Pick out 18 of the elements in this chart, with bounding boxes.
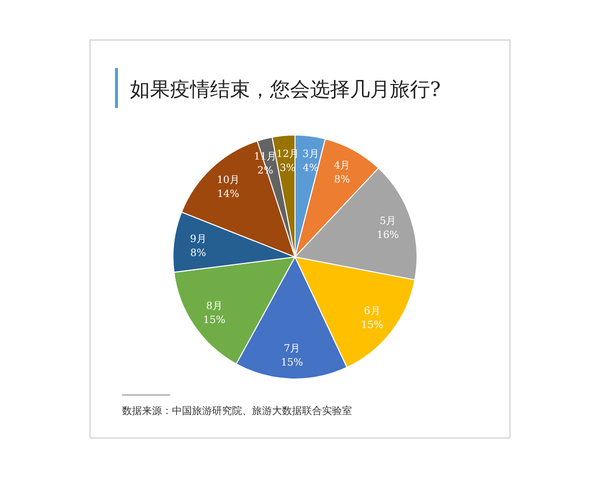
data-label: 15%: [361, 320, 384, 331]
slice-label: 6月: [364, 306, 380, 317]
slice-label: 3月: [302, 149, 319, 160]
data-label: 8%: [334, 174, 350, 186]
data-label: 15%: [280, 358, 304, 369]
slice-label: 5月: [380, 216, 396, 227]
data-label: 14%: [217, 188, 240, 200]
source-note: 数据来源：中国旅游研究院、旅游大数据联合实验室: [122, 405, 352, 417]
slice-label: 7月: [284, 344, 300, 355]
data-label: 16%: [376, 230, 399, 241]
slice-label: 9月: [190, 234, 206, 245]
data-label: 15%: [203, 314, 226, 326]
slice-label: 4月: [334, 160, 350, 172]
data-label: 3%: [280, 162, 296, 174]
slice-label: 8月: [206, 300, 222, 312]
data-label: 8%: [190, 248, 206, 259]
chart-title: 如果疫情结束，您会选择几月旅行?: [130, 77, 441, 101]
slice-label: 10月: [216, 174, 240, 186]
